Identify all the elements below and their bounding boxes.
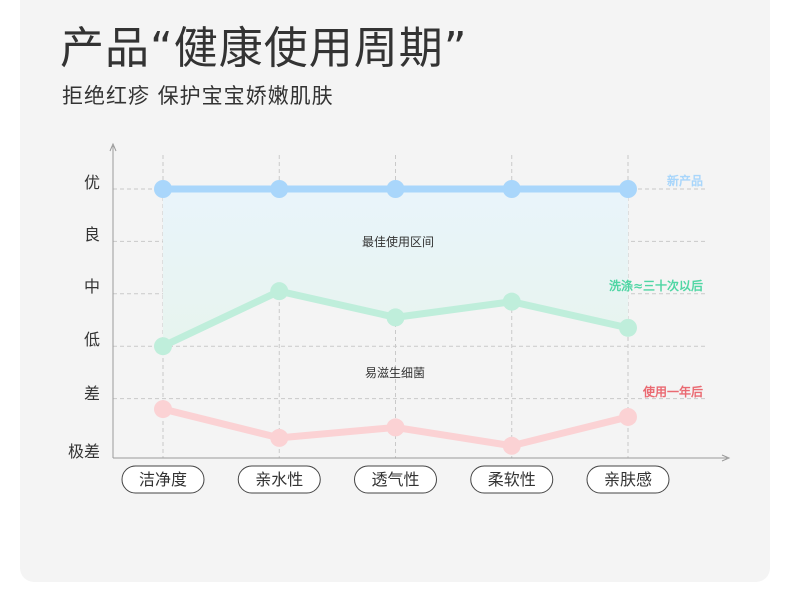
category-pill: 亲肤感 <box>586 465 670 494</box>
category-pill-box <box>586 465 670 494</box>
series-label: 使用一年后 <box>642 384 703 399</box>
data-point <box>154 337 172 356</box>
y-tick-label: 中 <box>84 277 100 296</box>
data-point <box>270 282 289 301</box>
y-tick-label: 优 <box>84 173 100 192</box>
x-tick-label: 透气性 <box>371 470 419 489</box>
category-pill-box <box>237 465 321 494</box>
x-tick-label: 柔软性 <box>488 470 536 489</box>
category-pill-box <box>470 465 554 494</box>
page-title: 产品“健康使用周期” <box>60 23 468 74</box>
data-point <box>619 318 637 337</box>
y-tick-label: 差 <box>84 384 100 403</box>
y-tick-label: 极差 <box>68 442 100 461</box>
series-1: 新产品 <box>154 173 703 198</box>
x-tick-label: 洁净度 <box>139 470 187 489</box>
x-axis-arrow <box>721 454 731 462</box>
category-pill: 透气性 <box>354 465 437 494</box>
series-label: 新产品 <box>667 173 703 188</box>
data-point <box>154 180 172 198</box>
data-point <box>270 180 289 198</box>
y-axis-arrow <box>109 142 117 152</box>
series-3: 使用一年后 <box>154 384 703 455</box>
data-point <box>270 428 289 447</box>
data-point <box>502 436 521 455</box>
data-point <box>386 180 405 198</box>
category-pill: 柔软性 <box>470 465 554 494</box>
category-pill-box <box>121 465 205 494</box>
series-2: 洗涤≈三十次以后 <box>154 278 703 356</box>
data-point <box>502 292 521 311</box>
category-pill-box <box>354 465 437 494</box>
data-point <box>386 418 405 437</box>
x-tick-label: 亲肤感 <box>604 470 652 489</box>
y-tick-label: 良 <box>84 225 100 244</box>
axes <box>109 142 731 462</box>
annotation-bacteria-zone: 易滋生细菌 <box>365 366 425 380</box>
data-point <box>386 308 405 327</box>
data-point <box>619 180 637 198</box>
page-subtitle: 拒绝红疹 保护宝宝娇嫩肌肤 <box>62 84 334 108</box>
category-pill: 亲水性 <box>237 465 321 494</box>
x-tick-label: 亲水性 <box>255 470 303 489</box>
category-pill: 洁净度 <box>121 465 205 494</box>
annotation-best-zone: 最佳使用区间 <box>362 234 434 249</box>
best-usage-band <box>163 189 628 347</box>
series-label: 洗涤≈三十次以后 <box>609 278 703 293</box>
data-point <box>619 407 637 426</box>
y-tick-label: 低 <box>84 330 100 349</box>
data-point <box>502 180 521 198</box>
data-point <box>154 400 172 419</box>
